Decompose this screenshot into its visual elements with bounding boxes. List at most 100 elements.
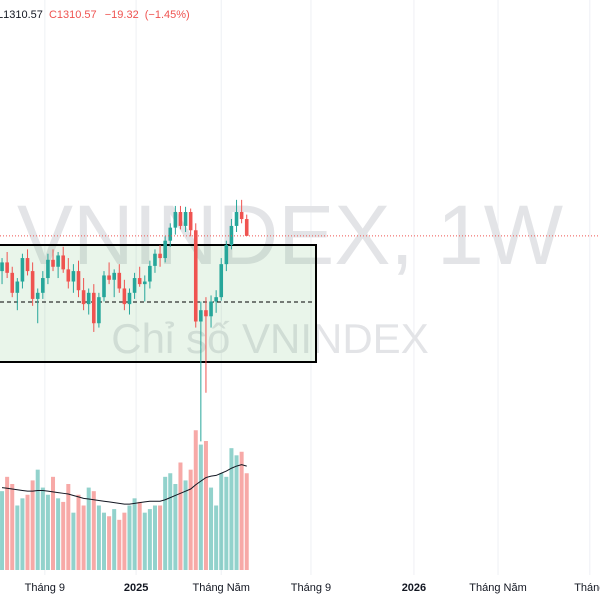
volume-bar bbox=[224, 476, 229, 570]
candle-body bbox=[148, 265, 152, 282]
candle-body bbox=[35, 292, 40, 299]
candle-body bbox=[71, 271, 76, 282]
header-change: −19.32 bbox=[105, 9, 139, 21]
volume-bar bbox=[198, 444, 203, 570]
candle-body bbox=[5, 262, 9, 273]
candle-body bbox=[0, 262, 4, 272]
volume-bar bbox=[81, 505, 86, 570]
header-low: L1310.57 bbox=[0, 9, 43, 21]
volume-bar bbox=[229, 448, 234, 570]
volume-bar bbox=[25, 494, 30, 570]
volume-bar bbox=[147, 509, 152, 570]
volume-bar bbox=[101, 512, 106, 570]
x-tick-label: Tháng 9 bbox=[25, 582, 65, 594]
volume-bar bbox=[107, 516, 112, 570]
candle-body bbox=[244, 219, 249, 236]
candle-body bbox=[91, 292, 96, 324]
candle-body bbox=[66, 269, 71, 282]
volume-bar bbox=[91, 491, 96, 570]
volume-bar bbox=[244, 473, 249, 570]
volume-bar bbox=[86, 487, 91, 570]
header-change-pct: (−1.45%) bbox=[145, 9, 190, 21]
candle-body bbox=[158, 253, 162, 259]
volume-bar bbox=[0, 491, 5, 570]
volume-bar bbox=[178, 462, 183, 570]
volume-bar bbox=[76, 494, 81, 570]
volume-bar bbox=[5, 476, 10, 570]
candle-body bbox=[41, 278, 45, 293]
candle-body bbox=[137, 278, 142, 285]
candle-body bbox=[81, 290, 86, 305]
candle-body bbox=[142, 281, 147, 285]
x-tick-label: 2026 bbox=[402, 582, 426, 594]
candle-body bbox=[30, 271, 35, 299]
candle-body bbox=[117, 272, 122, 289]
candle-body bbox=[10, 272, 15, 293]
volume-bar bbox=[66, 484, 71, 570]
candle-body bbox=[163, 240, 167, 259]
volume-bar bbox=[214, 505, 219, 570]
candle-body bbox=[56, 255, 60, 267]
volume-bar bbox=[203, 441, 208, 570]
candle-body bbox=[97, 297, 101, 324]
candle-body bbox=[46, 259, 50, 279]
volume-bar bbox=[239, 451, 244, 570]
volume-bar bbox=[163, 476, 168, 570]
volume-bar bbox=[56, 498, 61, 570]
candle-body bbox=[219, 264, 224, 298]
volume-bar bbox=[20, 498, 25, 570]
volume-bar bbox=[45, 494, 50, 570]
header: L1310.57 C1310.57 −19.32 (−1.45%) bbox=[0, 9, 190, 21]
volume-bar bbox=[137, 501, 142, 570]
candle-body bbox=[193, 230, 198, 322]
candle-body bbox=[51, 259, 55, 267]
marks bbox=[0, 199, 600, 570]
candle-body bbox=[204, 310, 208, 317]
candle-body bbox=[214, 297, 218, 302]
volume-bar bbox=[188, 469, 193, 570]
volume-bar bbox=[112, 509, 117, 570]
candle-body bbox=[127, 292, 132, 305]
volume-bar bbox=[158, 505, 163, 570]
axis-labels: Tháng 9 2025 Tháng Năm Tháng 9 2026 Tháng Năm… bbox=[25, 582, 600, 594]
candle-body bbox=[107, 275, 111, 280]
volume-bar bbox=[117, 519, 122, 570]
candle-body bbox=[15, 281, 20, 293]
candle-body bbox=[168, 227, 173, 241]
x-tick-label: 2025 bbox=[124, 582, 148, 594]
candle-body bbox=[209, 301, 213, 317]
volume-bar bbox=[219, 473, 224, 570]
time-axis bbox=[0, 575, 600, 600]
x-tick-label: Tháng Năm bbox=[192, 582, 249, 594]
candle-body bbox=[86, 292, 91, 305]
candle-body bbox=[122, 288, 127, 305]
candle-body bbox=[102, 275, 106, 298]
candle-body bbox=[20, 258, 25, 282]
volume-bar bbox=[132, 498, 137, 570]
header-close: C1310.57 bbox=[49, 9, 97, 21]
volume-bar bbox=[40, 487, 45, 570]
volume-bar bbox=[51, 476, 56, 570]
candle-body bbox=[61, 255, 66, 270]
volume-bar bbox=[71, 512, 76, 570]
x-tick-label: Tháng 9 bbox=[291, 582, 331, 594]
volume-bar bbox=[193, 430, 198, 570]
candle-body bbox=[224, 245, 229, 265]
candle-body bbox=[153, 253, 157, 266]
volume-bar bbox=[173, 484, 178, 570]
volume-bar bbox=[142, 512, 147, 570]
candle-body bbox=[173, 212, 178, 228]
volume-bar bbox=[209, 487, 214, 570]
watermark-subtitle: Chỉ số VNINDEX bbox=[111, 315, 428, 362]
volume-bar bbox=[10, 484, 15, 570]
candle-body bbox=[234, 212, 239, 226]
volume-bar bbox=[183, 480, 188, 570]
volume-bar bbox=[168, 473, 173, 570]
x-tick-label: Tháng Năm bbox=[469, 582, 526, 594]
volume-bar bbox=[152, 505, 157, 570]
candle-body bbox=[239, 212, 244, 220]
candle-body bbox=[188, 212, 193, 231]
volume-bar bbox=[35, 469, 40, 570]
volume-bar bbox=[127, 505, 132, 570]
